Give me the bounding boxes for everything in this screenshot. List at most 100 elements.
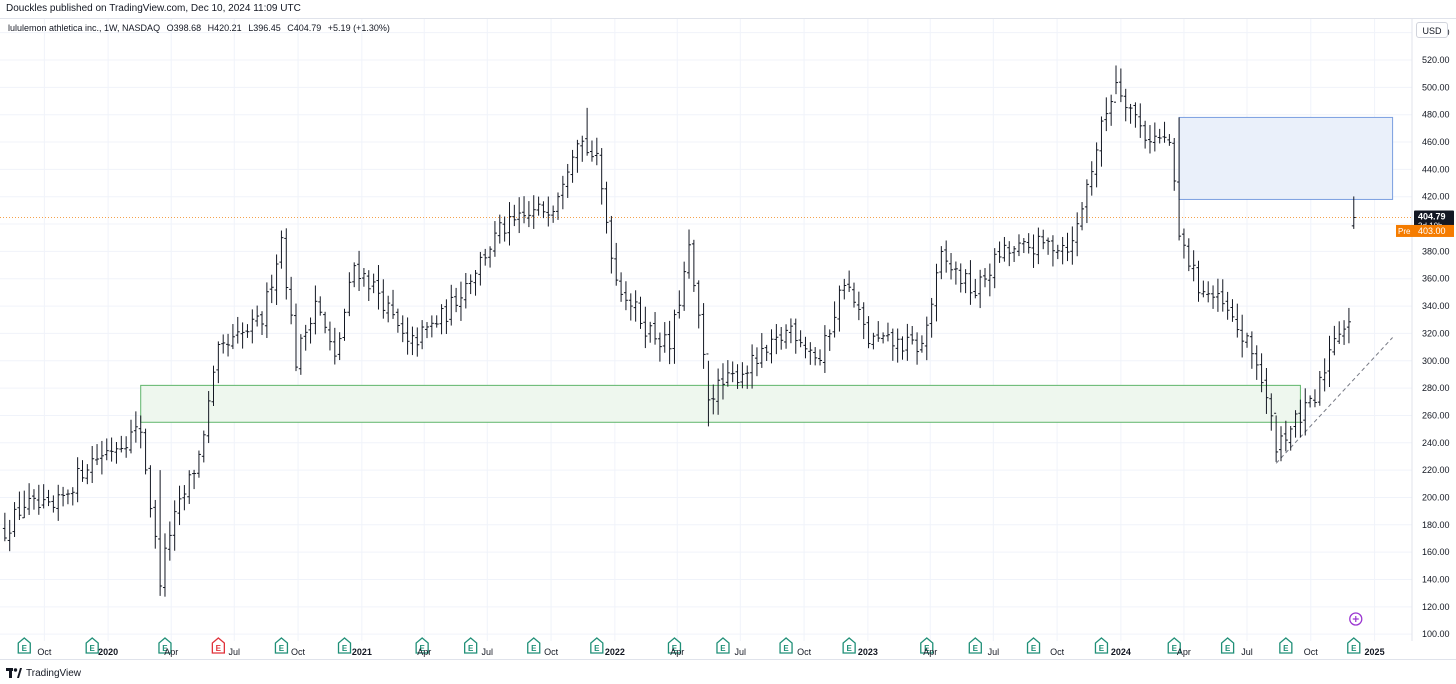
support-zone	[140, 384, 1301, 423]
ohlc-bar	[808, 342, 813, 365]
earnings-letter: E	[1225, 644, 1231, 653]
ohlc-bar	[1046, 237, 1051, 255]
ohlc-bar	[822, 325, 827, 373]
earnings-marker[interactable]: E	[464, 637, 478, 654]
ohlc-bar	[1245, 332, 1250, 348]
ohlc-bar	[1322, 358, 1327, 392]
earnings-icon	[1279, 637, 1293, 654]
ohlc-bar	[216, 341, 221, 384]
ohlc-bar	[167, 521, 172, 561]
ohlc-bar	[978, 269, 983, 309]
ohlc-bar	[740, 362, 745, 389]
earnings-marker[interactable]: E	[274, 637, 289, 654]
ohlc-bar	[623, 281, 628, 311]
y-tick-label: 340.00	[1422, 301, 1450, 311]
ohlc-bar	[526, 201, 531, 228]
ohlc-bar	[1007, 241, 1012, 267]
y-tick-label: 300.00	[1422, 356, 1450, 366]
ohlc-bar	[1342, 320, 1347, 345]
ohlc-bar	[725, 360, 730, 387]
earnings-marker[interactable]: E	[211, 637, 226, 654]
ohlc-bar	[201, 430, 206, 463]
symbol-description[interactable]: lululemon athletica inc., 1W, NASDAQ	[8, 23, 161, 33]
ohlc-bar	[560, 175, 565, 210]
earnings-marker[interactable]: E	[842, 637, 856, 654]
ohlc-bar	[856, 291, 861, 321]
ohlc-bar	[114, 441, 119, 464]
ohlc-bar	[541, 201, 546, 219]
earnings-marker[interactable]: E	[968, 637, 982, 654]
earnings-letter: E	[924, 644, 930, 653]
x-tick-label: 2022	[605, 647, 625, 657]
ohlc-bar	[1070, 226, 1075, 265]
ohlc-bar	[196, 450, 201, 478]
ohlc-bar	[944, 240, 949, 273]
ohlc-bar	[735, 364, 740, 389]
ohlc-bar	[672, 309, 677, 364]
ohlc-bar	[1109, 94, 1114, 126]
ohlc-bar	[458, 281, 463, 321]
earnings-marker[interactable]: E	[17, 637, 31, 654]
earnings-letter: E	[162, 644, 168, 653]
earnings-marker[interactable]: E	[1220, 637, 1235, 654]
open-value: O398.68	[166, 23, 202, 33]
earnings-marker[interactable]: E	[1094, 637, 1109, 654]
ohlc-bar	[129, 419, 134, 454]
ohlc-bar	[1327, 335, 1332, 388]
earnings-marker[interactable]: E	[158, 637, 172, 654]
ohlc-bar	[881, 332, 886, 344]
earnings-marker[interactable]: E	[920, 637, 934, 654]
earnings-marker[interactable]: E	[85, 637, 99, 654]
ohlc-bar	[250, 309, 255, 344]
earnings-marker[interactable]: E	[716, 637, 730, 654]
y-tick-label: 120.00	[1422, 602, 1450, 612]
ohlc-bar	[1225, 291, 1230, 320]
earnings-marker[interactable]: E	[527, 637, 541, 654]
change-value: +5.19 (+1.30%)	[327, 23, 390, 33]
y-tick-label: 420.00	[1422, 192, 1450, 202]
ohlc-bar	[939, 246, 944, 280]
ohlc-bar	[580, 135, 585, 162]
ohlc-bar	[31, 489, 36, 510]
earnings-marker[interactable]: E	[1279, 637, 1293, 654]
ohlc-bar	[226, 333, 231, 357]
ohlc-bar	[187, 470, 192, 504]
ohlc-bar	[774, 324, 779, 355]
ohlc-bar	[1133, 102, 1138, 128]
x-tick-label: 2025	[1365, 647, 1385, 657]
ohlc-bar	[919, 335, 924, 353]
earnings-icon	[337, 637, 352, 654]
ohlc-bar	[1230, 299, 1235, 322]
earnings-marker[interactable]: E	[779, 637, 793, 654]
earnings-marker[interactable]: E	[1167, 637, 1181, 654]
y-tick-label: 240.00	[1422, 438, 1450, 448]
ohlc-bar	[983, 268, 988, 288]
ohlc-bar	[900, 336, 905, 360]
earnings-marker[interactable]: E	[590, 637, 604, 654]
chart-frame[interactable]: E E E E E E E E E E E E E E E E E E E E E E 100.00 120.00 140.00…	[0, 18, 1456, 660]
earnings-marker[interactable]: E	[337, 637, 352, 654]
x-tick-label: Jul	[988, 647, 1000, 657]
x-tick-label: Oct	[1304, 647, 1319, 657]
x-tick-label: 2023	[858, 647, 878, 657]
ohlc-bar	[1172, 137, 1177, 191]
ohlc-bar	[720, 363, 725, 400]
price-chart[interactable]: E E E E E E E E E E E E E E E E E E E E E E 100.00 120.00 140.00…	[0, 19, 1456, 659]
ohlc-bar	[604, 181, 609, 234]
ohlc-bar	[1264, 367, 1269, 414]
currency-button[interactable]: USD	[1416, 22, 1448, 38]
ohlc-bar	[376, 265, 381, 310]
earnings-marker[interactable]: E	[1026, 637, 1041, 654]
ohlc-bar	[1162, 121, 1167, 143]
ohlc-bar	[46, 489, 51, 507]
ohlc-bar	[492, 221, 497, 257]
ohlc-bar	[871, 332, 876, 350]
ohlc-bar	[221, 334, 226, 354]
plus-glyph	[1352, 616, 1359, 622]
earnings-marker[interactable]: E	[667, 637, 682, 654]
earnings-marker[interactable]: E	[415, 637, 429, 654]
ohlc-bar	[439, 304, 444, 335]
earnings-marker[interactable]: E	[1347, 637, 1361, 654]
tradingview-logo[interactable]: TradingView	[6, 666, 81, 680]
ohlc-bar	[400, 315, 405, 343]
